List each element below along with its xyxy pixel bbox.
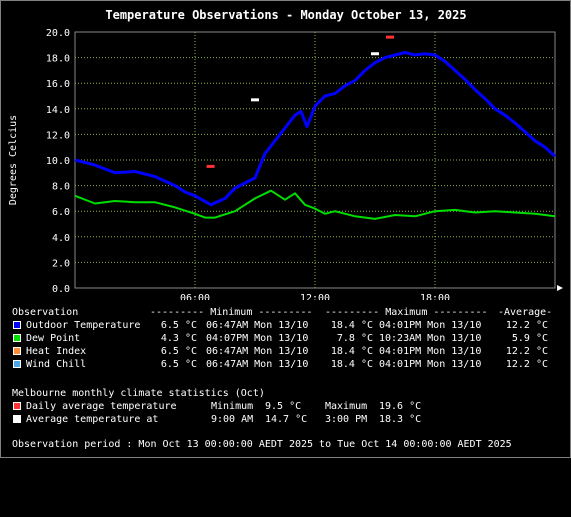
climate-marker <box>251 98 259 102</box>
x-tick-labels: 06:00 12:00 18:00 <box>180 293 450 300</box>
legend-min-time: 06:47AM Mon 13/10 <box>206 346 309 357</box>
y-tick-label: 8.0 <box>52 182 70 193</box>
series-swatch-icon <box>13 360 21 368</box>
legend-max-val: 18.4 °C <box>330 320 373 331</box>
climate-marker <box>371 52 379 56</box>
climate-avg-row: Average temperature at 9:00 AM 14.7 °C 3… <box>0 413 571 426</box>
climate-avg-value2: 18.3 °C <box>379 414 422 425</box>
legend-min-time: 06:47AM Mon 13/10 <box>206 359 309 370</box>
footer: Observation period : Mon Oct 13 00:00:00… <box>0 438 571 451</box>
climate-markers <box>206 35 394 168</box>
x-tick-label: 06:00 <box>180 293 210 300</box>
chart-title: Temperature Observations - Monday Octobe… <box>105 8 466 22</box>
legend-header-minimum: --------- Minimum --------- <box>150 307 313 318</box>
average-temperature-swatch-icon <box>13 415 21 423</box>
daily-average-swatch-icon <box>13 402 21 410</box>
climate-marker <box>386 35 394 39</box>
x-tick-label: 12:00 <box>300 293 330 300</box>
legend-name: Dew Point <box>26 333 81 344</box>
legend-name: Heat Index <box>26 346 87 357</box>
climate-daily-label: Daily average temperature <box>26 401 177 412</box>
y-tick-label: 14.0 <box>46 105 70 116</box>
climate-title-text: Melbourne monthly climate statistics (Oc… <box>12 388 265 399</box>
legend-max-val: 18.4 °C <box>330 359 373 370</box>
observation-period: Observation period : Mon Oct 13 00:00:00… <box>12 439 512 450</box>
legend-max-time: 04:01PM Mon 13/10 <box>379 320 482 331</box>
y-tick-label: 4.0 <box>52 233 70 244</box>
climate-daily-min-label: Minimum <box>211 401 254 412</box>
legend-max-time: 10:23AM Mon 13/10 <box>379 333 482 344</box>
y-tick-label: 20.0 <box>46 28 70 39</box>
climate-marker <box>206 164 215 168</box>
y-tick-label: 18.0 <box>46 54 70 65</box>
legend-min-time: 04:07PM Mon 13/10 <box>206 333 309 344</box>
legend-max-val: 7.8 °C <box>336 333 373 344</box>
y-tick-label: 10.0 <box>46 156 70 167</box>
legend-max-val: 18.4 °C <box>330 346 373 357</box>
legend-header-average: -Average- <box>498 307 553 318</box>
legend-header: Observation --------- Minimum --------- … <box>0 306 571 319</box>
climate-avg-time2: 3:00 PM <box>325 414 368 425</box>
legend-avg: 5.9 °C <box>511 333 548 344</box>
y-tick-label: 12.0 <box>46 130 70 141</box>
y-tick-label: 6.0 <box>52 207 70 218</box>
legend-header-maximum: --------- Maximum --------- <box>325 307 488 318</box>
series-swatch-icon <box>13 321 21 329</box>
climate-daily-max-label: Maximum <box>325 401 368 412</box>
series-line-outdoor-temperature <box>74 51 557 207</box>
x-tick-label: 18:00 <box>420 293 450 300</box>
series-swatch-icon <box>13 334 21 342</box>
legend-name: Wind Chill <box>26 359 87 370</box>
legend-row: Dew Point 4.3 °C 04:07PM Mon 13/10 7.8 °C 10… <box>0 332 571 345</box>
climate-daily-min-value: 9.5 °C <box>265 401 302 412</box>
climate-avg-value1: 14.7 °C <box>265 414 308 425</box>
climate-avg-time1: 9:00 AM <box>211 414 254 425</box>
climate-daily-max-value: 19.6 °C <box>379 401 422 412</box>
legend-min-val: 6.5 °C <box>160 359 197 370</box>
y-tick-label: 16.0 <box>46 79 70 90</box>
y-tick-label: 0.0 <box>52 284 70 295</box>
legend-row: Heat Index 6.5 °C 06:47AM Mon 13/10 18.4 °C… <box>0 345 571 358</box>
series-swatch-icon <box>13 347 21 355</box>
x-axis-arrow-icon <box>557 285 563 291</box>
legend-avg: 12.2 °C <box>505 320 548 331</box>
legend-avg: 12.2 °C <box>505 359 548 370</box>
climate-avg-label: Average temperature at <box>26 414 159 425</box>
temperature-chart: Temperature Observations - Monday Octobe… <box>8 8 563 300</box>
legend-row: Wind Chill 6.5 °C 06:47AM Mon 13/10 18.4 °C… <box>0 358 571 371</box>
legend-min-val: 4.3 °C <box>160 333 197 344</box>
series-lines <box>74 51 557 220</box>
legend-avg: 12.2 °C <box>505 346 548 357</box>
y-tick-label: 2.0 <box>52 258 70 269</box>
series-line-dew-point <box>74 189 556 220</box>
climate-title: Melbourne monthly climate statistics (Oc… <box>0 387 571 400</box>
legend-min-val: 6.5 °C <box>160 320 197 331</box>
climate-daily-row: Daily average temperature Minimum 9.5 °C… <box>0 400 571 413</box>
y-axis-label: Degrees Celcius <box>8 115 19 205</box>
y-tick-labels: 0.0 2.0 4.0 6.0 8.0 10.0 12.0 14.0 16.0 18.0 20.0 <box>46 28 70 295</box>
legend-header-observation: Observation <box>12 307 79 318</box>
legend-max-time: 04:01PM Mon 13/10 <box>379 359 482 370</box>
legend-min-time: 06:47AM Mon 13/10 <box>206 320 309 331</box>
legend-row: Outdoor Temperature 6.5 °C 06:47AM Mon 13/… <box>0 319 571 332</box>
legend-name: Outdoor Temperature <box>26 320 141 331</box>
legend-max-time: 04:01PM Mon 13/10 <box>379 346 482 357</box>
legend-min-val: 6.5 °C <box>160 346 197 357</box>
